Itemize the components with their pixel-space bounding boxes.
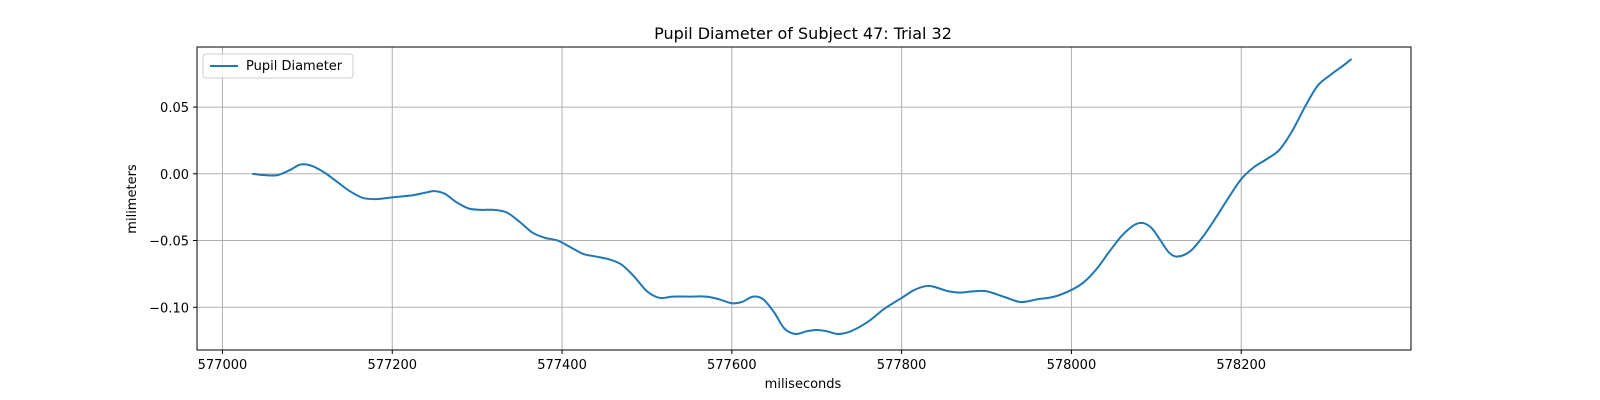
chart-title: Pupil Diameter of Subject 47: Trial 32 bbox=[654, 24, 952, 43]
series-line-pupil-diameter bbox=[252, 58, 1353, 336]
x-tick-label: 577200 bbox=[367, 358, 417, 373]
y-tick-label: −0.05 bbox=[149, 235, 189, 250]
x-tick-label: 577000 bbox=[198, 358, 248, 373]
axis-ticks: 577000 577200 577400 577600 577800 578000 5782… bbox=[149, 101, 1266, 373]
x-tick-label: 578200 bbox=[1216, 358, 1266, 373]
x-tick-label: 578000 bbox=[1047, 358, 1097, 373]
legend-box bbox=[202, 53, 354, 79]
y-tick-label: −0.10 bbox=[149, 301, 189, 316]
y-tick-label: 0.05 bbox=[160, 101, 189, 116]
x-axis-label: miliseconds bbox=[765, 377, 842, 392]
grid bbox=[197, 47, 1411, 350]
y-axis-label: milimeters bbox=[125, 164, 140, 234]
legend: Pupil Diameter bbox=[202, 53, 354, 79]
series-layer bbox=[252, 58, 1353, 336]
plot-frame bbox=[196, 46, 1412, 351]
x-tick-label: 577600 bbox=[707, 358, 757, 373]
x-tick-label: 577400 bbox=[537, 358, 587, 373]
legend-label-pupil-diameter: Pupil Diameter bbox=[246, 59, 343, 74]
x-tick-label: 577800 bbox=[877, 358, 927, 373]
y-tick-label: 0.00 bbox=[160, 168, 189, 183]
